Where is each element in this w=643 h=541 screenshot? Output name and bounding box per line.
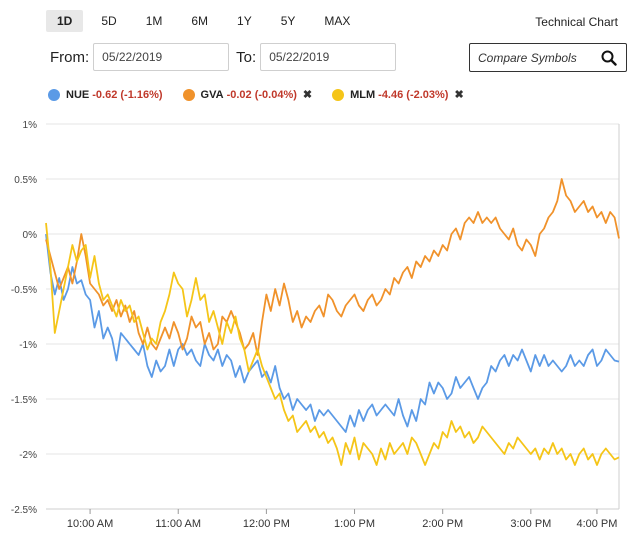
- x-tick-label: 3:00 PM: [510, 518, 551, 530]
- y-tick-label: -1%: [19, 340, 37, 351]
- compare-symbols-box: [469, 43, 627, 72]
- legend-item-gva: GVA -0.02 (-0.04%) ✖: [182, 88, 313, 101]
- legend-item-nue: NUE -0.62 (-1.16%): [48, 88, 163, 101]
- y-tick-label: 0.5%: [14, 175, 37, 186]
- range-selector: 1D 5D 1M 6M 1Y 5Y MAX: [46, 10, 368, 32]
- to-label: To:: [236, 48, 257, 66]
- x-tick-label: 4:00 PM: [576, 518, 617, 530]
- series-line-nue: [45, 233, 620, 433]
- legend-dot: [182, 88, 195, 101]
- range-button-5d[interactable]: 5D: [101, 14, 117, 28]
- search-icon[interactable]: [598, 47, 620, 69]
- remove-gva-close-icon[interactable]: ✖: [302, 89, 313, 101]
- legend-change: -4.46 (-2.03%): [378, 88, 449, 101]
- date-range-row: From: To:: [50, 43, 397, 71]
- range-button-1d[interactable]: 1D: [46, 10, 84, 32]
- legend-change: -0.62 (-1.16%): [92, 88, 163, 101]
- x-tick-label: 10:00 AM: [67, 518, 113, 530]
- range-button-max[interactable]: MAX: [324, 14, 351, 28]
- series-line-gva: [45, 178, 620, 356]
- to-date-input[interactable]: [260, 43, 397, 71]
- range-button-1m[interactable]: 1M: [145, 14, 163, 28]
- x-tick-label: 1:00 PM: [334, 518, 375, 530]
- x-tick-label: 11:00 AM: [155, 518, 201, 530]
- y-tick-label: 1%: [23, 120, 38, 131]
- y-tick-label: -1.5%: [11, 395, 37, 406]
- from-label: From:: [50, 48, 90, 66]
- legend-symbol: GVA: [200, 88, 224, 101]
- legend-item-mlm: MLM -4.46 (-2.03%) ✖: [332, 88, 464, 101]
- series-line-mlm: [45, 222, 620, 466]
- legend-change: -0.02 (-0.04%): [226, 88, 297, 101]
- from-date-input[interactable]: [93, 43, 230, 71]
- chart-legend: NUE -0.62 (-1.16%) GVA -0.02 (-0.04%) ✖ MLM -4…: [48, 88, 484, 101]
- range-button-5y[interactable]: 5Y: [280, 14, 296, 28]
- y-tick-label: 0%: [23, 230, 38, 241]
- legend-dot: [332, 88, 345, 101]
- remove-mlm-close-icon[interactable]: ✖: [454, 89, 464, 101]
- range-button-6m[interactable]: 6M: [191, 14, 209, 28]
- compare-symbols-input[interactable]: [470, 50, 598, 65]
- technical-chart-link[interactable]: Technical Chart: [535, 15, 618, 29]
- legend-symbol: MLM: [350, 88, 376, 101]
- y-tick-label: -0.5%: [11, 285, 37, 296]
- legend-dot: [48, 88, 60, 101]
- x-tick-label: 2:00 PM: [422, 518, 463, 530]
- y-tick-label: -2%: [19, 450, 37, 461]
- range-button-1y[interactable]: 1Y: [237, 14, 252, 28]
- x-tick-label: 12:00 PM: [243, 518, 290, 530]
- legend-symbol: NUE: [66, 88, 90, 101]
- y-tick-label: -2.5%: [11, 505, 37, 516]
